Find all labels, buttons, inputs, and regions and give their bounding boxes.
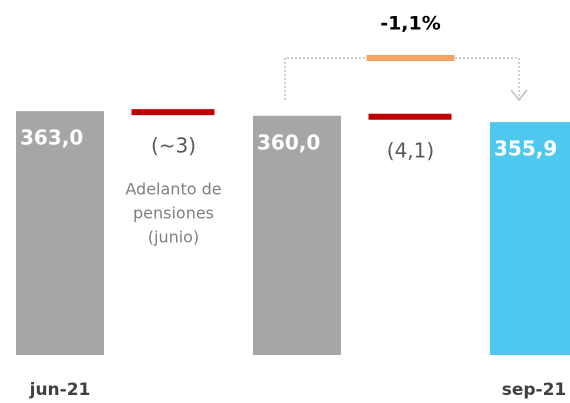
value-label: (4,1) (387, 138, 434, 162)
x-tick-label: sep-21 (502, 380, 567, 400)
change-label: -1,1% (380, 13, 441, 35)
annotation: Adelanto de (125, 180, 221, 199)
value-label: 355,9 (494, 137, 557, 161)
value-label: 360,0 (257, 130, 320, 154)
value-label: 363,0 (20, 126, 83, 150)
bracket (284, 57, 520, 100)
bracket-arrow (510, 89, 528, 102)
bar (253, 115, 341, 356)
value-label: (~3) (151, 134, 196, 158)
bar (490, 122, 570, 355)
annotation: (junio) (148, 228, 199, 247)
x-tick-label: jun-21 (29, 380, 91, 400)
annotation: pensiones (133, 204, 214, 223)
bar (16, 111, 104, 355)
